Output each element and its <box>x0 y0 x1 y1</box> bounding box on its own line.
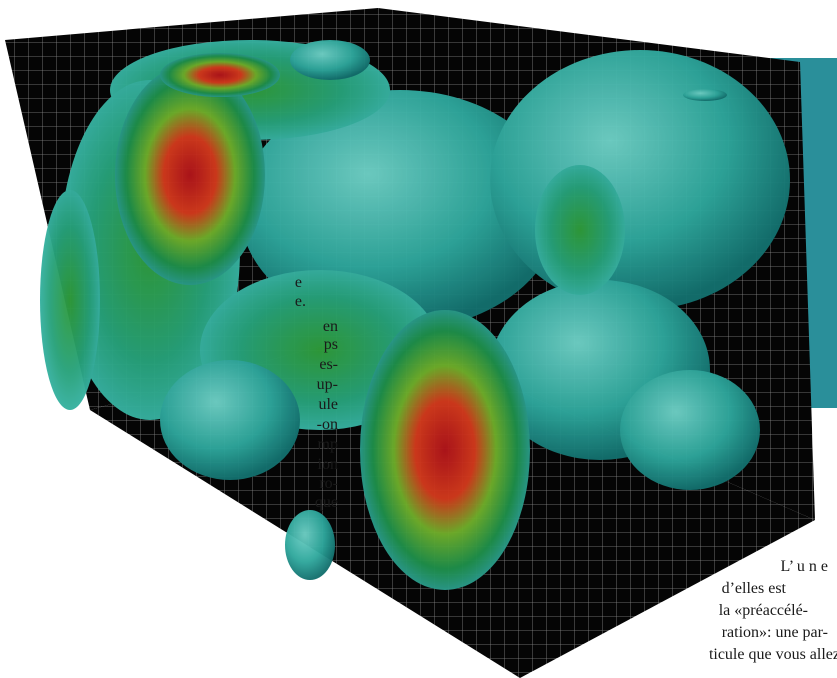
text-line: e <box>295 274 302 292</box>
text-line: ro- <box>319 475 338 493</box>
text-line: ps <box>324 336 338 354</box>
text-line: es- <box>319 356 338 374</box>
text-line: que <box>315 494 338 512</box>
page: ee. enps es-up-ule -on mp ionro-que L’ u n e d… <box>0 0 837 678</box>
text-line: ule <box>318 396 338 414</box>
text-line: ration»: une par- <box>722 624 828 642</box>
text-line: la «préaccélé- <box>719 602 808 620</box>
text-line: up- <box>317 376 338 394</box>
text-line: e. <box>295 293 306 311</box>
text-line: L’ u n e <box>780 558 828 576</box>
text-line: mp <box>318 436 338 454</box>
text-line: ticule que vous allez <box>709 646 837 664</box>
text-line: en <box>323 318 338 336</box>
text-line: -on <box>317 416 338 434</box>
text-line: ion <box>318 456 338 474</box>
illustration <box>0 0 837 678</box>
text-line: d’elles est <box>722 580 786 598</box>
